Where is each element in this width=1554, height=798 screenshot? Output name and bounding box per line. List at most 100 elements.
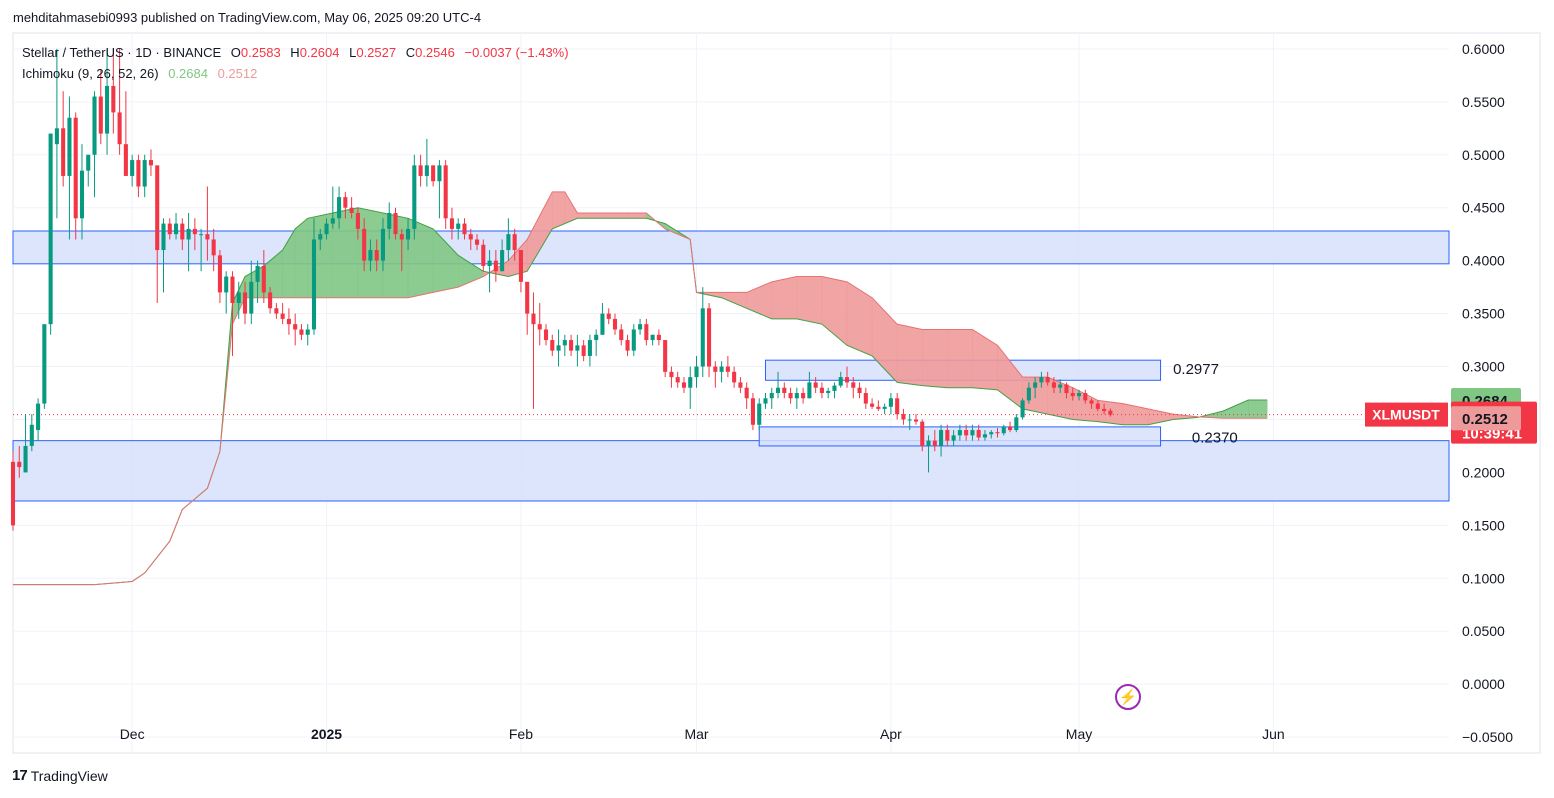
candle-body xyxy=(1026,387,1031,401)
change-value: −0.0037 (−1.43%) xyxy=(464,45,569,60)
tradingview-logo: 17 TradingView xyxy=(12,767,108,784)
ichimoku-cloud-bull xyxy=(332,207,359,298)
candle-body xyxy=(224,276,229,293)
ichimoku-cloud-bear xyxy=(577,212,603,219)
candle-body xyxy=(468,234,473,240)
y-tick-label: 0.4000 xyxy=(1462,253,1505,269)
candle-body xyxy=(713,366,718,372)
y-tick-label: 0.6000 xyxy=(1462,41,1505,57)
candle-body xyxy=(506,234,511,251)
candle-body xyxy=(543,329,549,341)
candle-body xyxy=(311,239,317,330)
y-tick-label: 0.3500 xyxy=(1462,306,1505,322)
candle-body xyxy=(612,318,618,330)
y-tick-label: 0.5000 xyxy=(1462,147,1505,163)
candle-body xyxy=(832,385,837,391)
candle-body xyxy=(192,228,197,235)
candle-body xyxy=(531,313,536,325)
candle-body xyxy=(380,228,386,261)
candle-body xyxy=(155,165,160,251)
candle-body xyxy=(970,430,975,436)
candle-body xyxy=(142,160,147,187)
candle-body xyxy=(280,313,285,319)
candle-body xyxy=(481,244,486,266)
candle-body xyxy=(167,223,172,235)
candle-body xyxy=(86,154,91,171)
candle-body xyxy=(995,432,1000,434)
candle-body xyxy=(744,387,749,399)
candle-body xyxy=(631,329,636,351)
x-tick-label: Jun xyxy=(1262,726,1285,742)
candle-body xyxy=(1020,400,1025,418)
ichimoku-label: Ichimoku (9, 26, 52, 26) xyxy=(22,66,159,81)
ichimoku-cloud-bear xyxy=(846,281,873,357)
candle-body xyxy=(318,234,323,240)
candle-body xyxy=(474,239,480,245)
high-value: 0.2604 xyxy=(299,45,340,60)
candle-body xyxy=(362,228,367,261)
symbol-tag-label: XLMUSDT xyxy=(1372,407,1440,423)
candle-body xyxy=(920,421,925,446)
candle-body xyxy=(844,377,850,383)
candle-body xyxy=(794,393,799,399)
candle-body xyxy=(939,430,944,446)
candle-body xyxy=(775,387,781,393)
ichimoku-cloud-bear xyxy=(771,276,798,320)
candle-body xyxy=(42,324,47,404)
candle-body xyxy=(148,160,153,166)
lightning-icon[interactable]: ⚡ xyxy=(1115,684,1141,710)
candle-body xyxy=(882,406,887,409)
ichimoku-span-b-line xyxy=(13,191,1268,586)
candle-body xyxy=(732,371,737,383)
ichimoku-cloud-bull xyxy=(294,217,308,298)
candle-body xyxy=(92,96,97,155)
candle-body xyxy=(518,250,523,282)
candle-body xyxy=(863,393,868,404)
y-tick-label: 0.0000 xyxy=(1462,676,1505,692)
ichimoku-span-a-value: 0.2684 xyxy=(168,66,208,81)
candle-body xyxy=(907,419,912,421)
x-tick-label: Dec xyxy=(120,726,145,742)
candle-body xyxy=(67,117,72,176)
candle-body xyxy=(393,213,398,235)
low-label: L xyxy=(349,45,357,60)
candle-body xyxy=(199,234,204,236)
candle-body xyxy=(901,414,906,420)
candle-body xyxy=(782,387,787,393)
candle-body xyxy=(418,165,423,176)
candle-body xyxy=(236,292,241,303)
candle-body xyxy=(61,128,66,176)
candle-body xyxy=(945,430,950,441)
candle-body xyxy=(870,403,875,407)
ichimoku-cloud-bear xyxy=(627,212,647,219)
candle-body xyxy=(1008,426,1013,431)
candle-body xyxy=(587,340,592,356)
candle-body xyxy=(424,165,429,176)
candle-body xyxy=(700,308,705,367)
candle-body xyxy=(826,390,831,393)
candle-body xyxy=(500,250,505,272)
y-tick-label: 0.3000 xyxy=(1462,359,1505,375)
close-label: C xyxy=(405,45,416,60)
candle-body xyxy=(123,144,128,176)
ichimoku-cloud-bear xyxy=(972,329,998,391)
candle-body xyxy=(449,218,454,229)
candle-body xyxy=(650,334,655,341)
candle-body xyxy=(525,281,530,314)
ichimoku-price-value: 0.2512 xyxy=(1462,411,1508,428)
y-tick-label: 0.1500 xyxy=(1462,517,1505,533)
ichimoku-price-badge xyxy=(1451,406,1521,431)
candle-body xyxy=(619,329,624,341)
candle-body xyxy=(669,371,674,378)
candle-body xyxy=(719,366,724,372)
low-value: 0.2527 xyxy=(356,45,397,60)
ichimoku-cloud-bear xyxy=(1122,403,1149,426)
publish-line: mehditahmasebi0993 published on TradingV… xyxy=(13,10,482,25)
candle-body xyxy=(73,117,78,219)
y-tick-label: 0.4500 xyxy=(1462,200,1505,216)
candle-body xyxy=(456,223,461,229)
candle-body xyxy=(851,382,856,388)
candle-body xyxy=(688,377,693,388)
y-tick-label: 0.0500 xyxy=(1462,623,1505,639)
